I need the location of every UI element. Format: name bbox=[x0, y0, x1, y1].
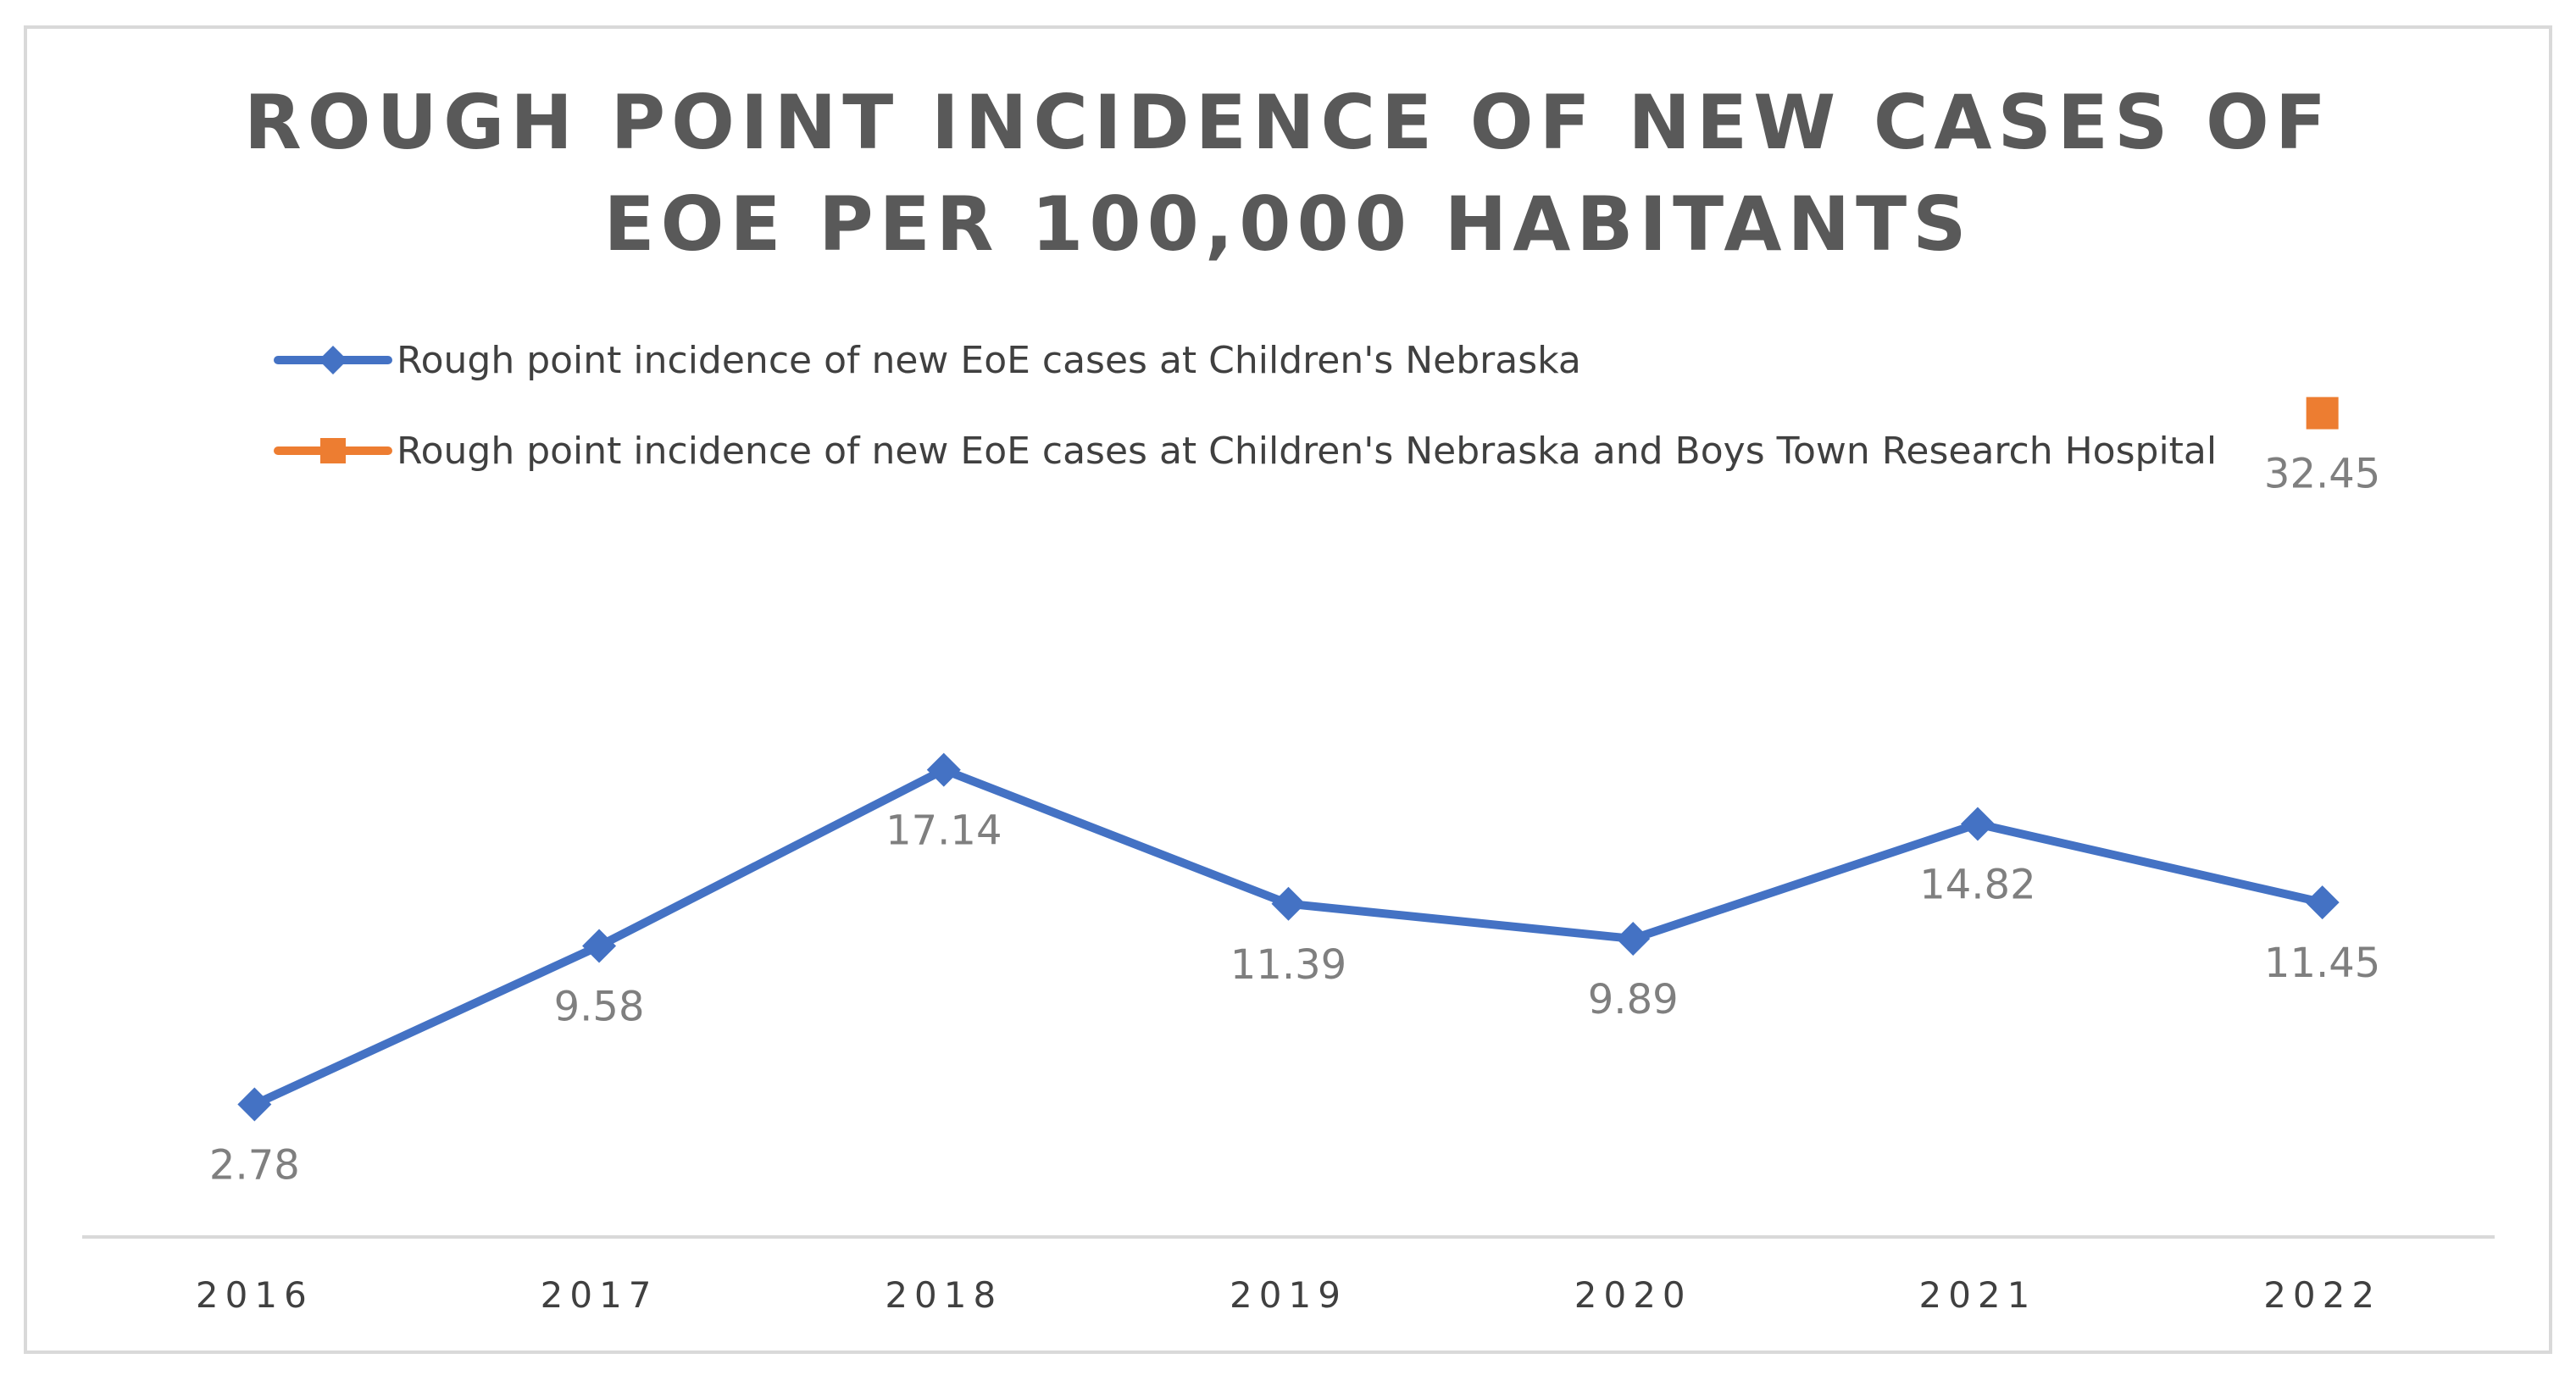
data-label-2020: 9.89 bbox=[1588, 976, 1679, 1023]
legend-label-series-1: Rough point incidence of new EoE cases a… bbox=[397, 339, 1581, 382]
x-tick-label-2020: 2020 bbox=[1574, 1274, 1692, 1316]
series-lines bbox=[250, 765, 2327, 1109]
x-tick-label-2022: 2022 bbox=[2263, 1274, 2381, 1316]
chart-frame bbox=[24, 25, 2552, 1354]
data-point-2016 bbox=[237, 1087, 272, 1122]
chart-title-line-2: EOE PER 100,000 HABITANTS bbox=[603, 180, 1972, 268]
chart-title-line-1: ROUGH POINT INCIDENCE OF NEW CASES OF bbox=[244, 79, 2332, 166]
data-label-2016: 2.78 bbox=[209, 1142, 300, 1190]
legend-marker-square bbox=[320, 438, 346, 463]
data-labels: 2.78 9.58 17.14 11.39 9.89 14.82 11.45 32.45 bbox=[209, 451, 2380, 1190]
data-label-2022-combined: 32.45 bbox=[2264, 451, 2380, 498]
legend-item-series-1: Rough point incidence of new EoE cases a… bbox=[274, 339, 1581, 382]
data-point-2019 bbox=[1271, 886, 1306, 921]
data-point-2020 bbox=[1616, 922, 1651, 957]
data-point-2022-combined bbox=[2306, 397, 2339, 430]
data-label-2019: 11.39 bbox=[1230, 941, 1346, 989]
series-markers bbox=[237, 397, 2340, 1122]
data-label-2018: 17.14 bbox=[886, 807, 1002, 855]
data-point-2018 bbox=[926, 752, 961, 787]
series-line-1 bbox=[250, 765, 2327, 1109]
data-label-2021: 14.82 bbox=[1919, 861, 2035, 908]
data-point-2017 bbox=[582, 929, 617, 963]
x-axis-ticks: 2016 2017 2018 2019 2020 2021 2022 bbox=[196, 1274, 2381, 1316]
x-tick-label-2019: 2019 bbox=[1230, 1274, 1347, 1316]
data-label-2017: 9.58 bbox=[554, 984, 645, 1031]
data-label-2022: 11.45 bbox=[2264, 940, 2380, 987]
x-tick-label-2017: 2017 bbox=[541, 1274, 658, 1316]
legend-marker-diamond bbox=[319, 346, 347, 374]
legend: Rough point incidence of new EoE cases a… bbox=[274, 339, 2217, 473]
legend-item-series-2: Rough point incidence of new EoE cases a… bbox=[274, 430, 2217, 473]
data-point-2022 bbox=[2305, 885, 2340, 920]
data-point-2021 bbox=[1960, 807, 1995, 841]
x-tick-label-2021: 2021 bbox=[1918, 1274, 2036, 1316]
x-tick-label-2016: 2016 bbox=[196, 1274, 314, 1316]
legend-label-series-2: Rough point incidence of new EoE cases a… bbox=[397, 430, 2217, 473]
x-tick-label-2018: 2018 bbox=[885, 1274, 1002, 1316]
